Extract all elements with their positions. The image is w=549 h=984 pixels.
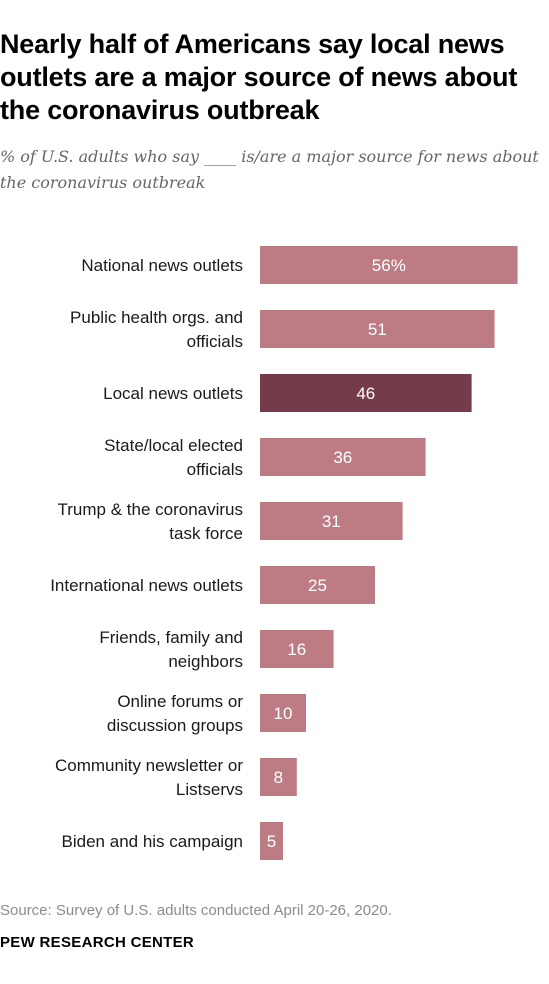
category-label: Friends, family and neighbors xyxy=(99,628,243,671)
bar-chart: 56% National news outlets 51 Public health … xyxy=(50,246,518,860)
category-label-line: National news outlets xyxy=(81,256,243,275)
bar-value-label: 31 xyxy=(322,512,341,531)
bar xyxy=(260,694,306,732)
category-label-line: Listservs xyxy=(176,780,243,799)
bar-row: 25 International news outlets xyxy=(50,566,375,604)
chart-subtitle: % of U.S. adults who say ____ is/are a m… xyxy=(0,147,539,192)
bar xyxy=(260,438,426,476)
category-label-line: State/local elected xyxy=(104,436,243,455)
bar-value-label: 16 xyxy=(287,640,306,659)
bar-row: 56% National news outlets xyxy=(81,246,518,284)
bar-value-label: 10 xyxy=(274,704,293,723)
bar xyxy=(260,246,518,284)
bar-value-label: 8 xyxy=(274,768,283,787)
bar-value-label: 51 xyxy=(368,320,387,339)
category-label: Public health orgs. and officials xyxy=(70,308,243,351)
bar xyxy=(260,374,472,412)
bar-value-label: 5 xyxy=(267,832,276,851)
category-label-line: discussion groups xyxy=(107,716,243,735)
bar-row: 31 Trump & the coronavirus task force xyxy=(58,500,403,543)
category-label: National news outlets xyxy=(81,256,243,275)
bar-row: 46 Local news outlets xyxy=(103,374,472,412)
category-label: State/local elected officials xyxy=(104,436,243,479)
category-label-line: Community newsletter or xyxy=(55,756,243,775)
category-label: Trump & the coronavirus task force xyxy=(58,500,244,543)
category-label-line: Local news outlets xyxy=(103,384,243,403)
bar-row: 16 Friends, family and neighbors xyxy=(99,628,334,671)
source-note: Source: Survey of U.S. adults conducted … xyxy=(0,902,392,919)
category-label-line: International news outlets xyxy=(50,576,243,595)
bar xyxy=(260,758,297,796)
category-label-line: Friends, family and xyxy=(99,628,243,647)
bar xyxy=(260,502,403,540)
bar-row: 10 Online forums or discussion groups xyxy=(107,692,306,735)
bar-row: 8 Community newsletter or Listservs xyxy=(55,756,297,799)
bar xyxy=(260,822,283,860)
category-label: International news outlets xyxy=(50,576,243,595)
bar-row: 5 Biden and his campaign xyxy=(62,822,283,860)
category-label-line: task force xyxy=(169,524,243,543)
category-label-line: officials xyxy=(187,332,243,351)
category-label: Biden and his campaign xyxy=(62,832,243,851)
category-label: Local news outlets xyxy=(103,384,243,403)
bar xyxy=(260,566,375,604)
chart-title: Nearly half of Americans say local news … xyxy=(0,29,518,125)
category-label-line: Trump & the coronavirus xyxy=(58,500,244,519)
category-label-line: Public health orgs. and xyxy=(70,308,243,327)
bar-row: 51 Public health orgs. and officials xyxy=(70,308,495,351)
category-label-line: Online forums or xyxy=(117,692,243,711)
category-label-line: neighbors xyxy=(168,652,243,671)
bar-value-label: 56% xyxy=(372,256,406,275)
bar-row: 36 State/local elected officials xyxy=(104,436,426,479)
bar xyxy=(260,630,334,668)
category-label-line: Biden and his campaign xyxy=(62,832,243,851)
bar xyxy=(260,310,495,348)
org-credit: PEW RESEARCH CENTER xyxy=(0,934,195,951)
bar-value-label: 25 xyxy=(308,576,327,595)
category-label: Community newsletter or Listservs xyxy=(55,756,243,799)
category-label-line: officials xyxy=(187,460,243,479)
bar-value-label: 36 xyxy=(333,448,352,467)
category-label: Online forums or discussion groups xyxy=(107,692,243,735)
bar-value-label: 46 xyxy=(356,384,375,403)
